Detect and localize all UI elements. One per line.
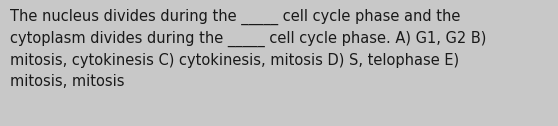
Text: The nucleus divides during the _____ cell cycle phase and the
cytoplasm divides : The nucleus divides during the _____ cel… — [10, 9, 487, 89]
